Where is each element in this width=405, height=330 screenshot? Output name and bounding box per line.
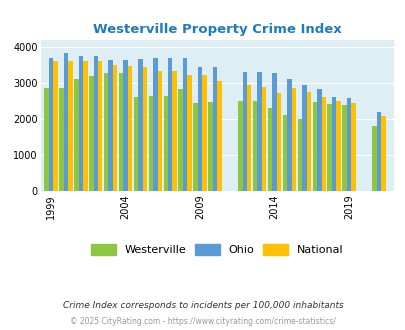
- Bar: [142, 67, 147, 191]
- Bar: [212, 67, 217, 191]
- Bar: [133, 97, 138, 191]
- Bar: [187, 75, 192, 191]
- Bar: [113, 65, 117, 191]
- Bar: [178, 89, 183, 191]
- Bar: [98, 61, 102, 191]
- Bar: [252, 101, 257, 191]
- Bar: [312, 103, 316, 191]
- Bar: [341, 105, 346, 191]
- Text: Crime Index corresponds to incidents per 100,000 inhabitants: Crime Index corresponds to incidents per…: [62, 301, 343, 310]
- Bar: [193, 103, 197, 191]
- Bar: [123, 60, 128, 191]
- Bar: [183, 58, 187, 191]
- Bar: [371, 126, 376, 191]
- Bar: [282, 115, 287, 191]
- Bar: [276, 93, 281, 191]
- Bar: [93, 55, 98, 191]
- Bar: [237, 101, 242, 191]
- Bar: [138, 59, 142, 191]
- Bar: [327, 104, 331, 191]
- Bar: [163, 96, 168, 191]
- Bar: [287, 79, 291, 191]
- Bar: [202, 75, 206, 191]
- Bar: [346, 98, 350, 191]
- Bar: [306, 92, 310, 191]
- Bar: [104, 73, 108, 191]
- Bar: [242, 73, 246, 191]
- Bar: [272, 73, 276, 191]
- Bar: [261, 87, 266, 191]
- Bar: [321, 97, 325, 191]
- Bar: [89, 76, 93, 191]
- Bar: [376, 112, 380, 191]
- Bar: [172, 71, 177, 191]
- Bar: [153, 58, 157, 191]
- Bar: [128, 66, 132, 191]
- Text: © 2025 CityRating.com - https://www.cityrating.com/crime-statistics/: © 2025 CityRating.com - https://www.city…: [70, 317, 335, 326]
- Bar: [59, 88, 64, 191]
- Bar: [64, 53, 68, 191]
- Legend: Westerville, Ohio, National: Westerville, Ohio, National: [87, 240, 347, 259]
- Bar: [197, 67, 202, 191]
- Bar: [74, 79, 79, 191]
- Bar: [68, 61, 72, 191]
- Bar: [301, 85, 306, 191]
- Title: Westerville Property Crime Index: Westerville Property Crime Index: [93, 23, 341, 36]
- Bar: [79, 55, 83, 191]
- Bar: [246, 85, 251, 191]
- Bar: [108, 60, 113, 191]
- Bar: [148, 96, 153, 191]
- Bar: [44, 88, 49, 191]
- Bar: [316, 89, 321, 191]
- Bar: [336, 101, 340, 191]
- Bar: [119, 73, 123, 191]
- Bar: [168, 58, 172, 191]
- Bar: [157, 71, 162, 191]
- Bar: [53, 61, 58, 191]
- Bar: [331, 97, 336, 191]
- Bar: [83, 61, 87, 191]
- Bar: [350, 103, 355, 191]
- Bar: [257, 73, 261, 191]
- Bar: [291, 88, 296, 191]
- Bar: [380, 116, 385, 191]
- Bar: [208, 103, 212, 191]
- Bar: [217, 81, 221, 191]
- Bar: [49, 58, 53, 191]
- Bar: [267, 108, 272, 191]
- Bar: [297, 119, 301, 191]
